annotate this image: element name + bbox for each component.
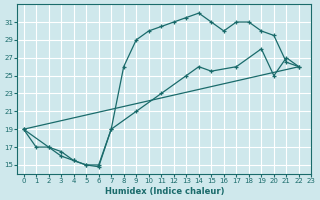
X-axis label: Humidex (Indice chaleur): Humidex (Indice chaleur) — [105, 187, 224, 196]
